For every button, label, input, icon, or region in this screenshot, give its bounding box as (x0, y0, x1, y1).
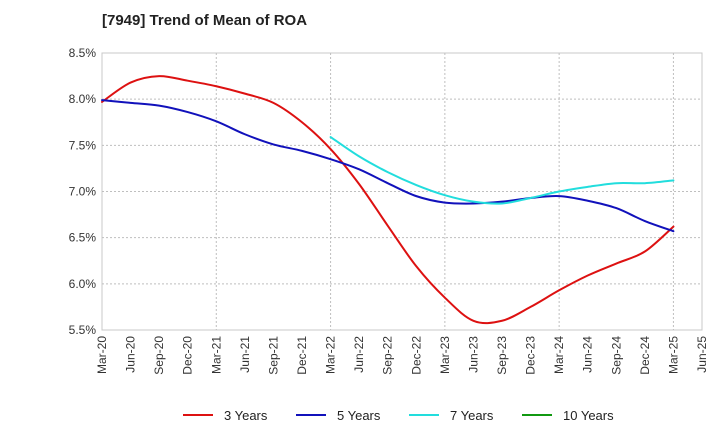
grid-lines (102, 53, 702, 330)
x-tick-label: Mar-25 (666, 336, 680, 374)
legend: 3 Years 5 Years 7 Years 10 Years (183, 408, 614, 423)
series-lines (101, 75, 675, 325)
x-tick-label: Mar-20 (95, 336, 109, 374)
y-tick-label: 5.5% (69, 323, 97, 337)
y-tick-label: 8.0% (69, 92, 97, 106)
x-tick-label: Dec-23 (524, 336, 538, 375)
x-tick-label: Jun-23 (466, 336, 480, 373)
x-tick-label: Mar-23 (438, 336, 452, 374)
x-tick-label: Mar-22 (324, 336, 338, 374)
x-axis-ticks: Mar-20 Jun-20 Sep-20 Dec-20 Mar-21 Jun-21 Sep-… (95, 336, 709, 375)
x-tick-label: Dec-20 (181, 336, 195, 375)
x-tick-label: Sep-22 (381, 336, 395, 375)
y-tick-label: 7.0% (69, 185, 97, 199)
series-line-7-years (329, 136, 675, 205)
series-line-3-years (101, 75, 675, 325)
x-tick-label: Dec-21 (295, 336, 309, 375)
x-tick-label: Sep-20 (152, 336, 166, 375)
x-tick-label: Sep-21 (266, 336, 280, 375)
x-tick-label: Jun-22 (352, 336, 366, 373)
x-tick-label: Jun-25 (695, 336, 709, 373)
x-tick-label: Jun-24 (581, 336, 595, 373)
x-tick-label: Jun-20 (124, 336, 138, 373)
x-tick-label: Dec-24 (638, 336, 652, 375)
chart-title: [7949] Trend of Mean of ROA (102, 12, 308, 29)
y-tick-label: 6.5% (69, 231, 97, 245)
x-tick-label: Mar-24 (552, 336, 566, 374)
x-tick-label: Dec-22 (409, 336, 423, 375)
legend-label-7-years: 7 Years (450, 408, 494, 423)
y-tick-label: 6.0% (69, 277, 97, 291)
x-tick-label: Jun-21 (238, 336, 252, 373)
y-axis-ticks: 5.5% 6.0% 6.5% 7.0% 7.5% 8.0% 8.5% (69, 46, 97, 337)
legend-label-3-years: 3 Years (224, 408, 268, 423)
x-tick-label: Sep-23 (495, 336, 509, 375)
legend-label-5-years: 5 Years (337, 408, 381, 423)
x-tick-label: Sep-24 (609, 336, 623, 375)
y-tick-label: 8.5% (69, 46, 97, 60)
y-tick-label: 7.5% (69, 138, 97, 152)
x-tick-label: Mar-21 (209, 336, 223, 374)
legend-label-10-years: 10 Years (563, 408, 614, 423)
series-line-5-years (101, 99, 675, 233)
